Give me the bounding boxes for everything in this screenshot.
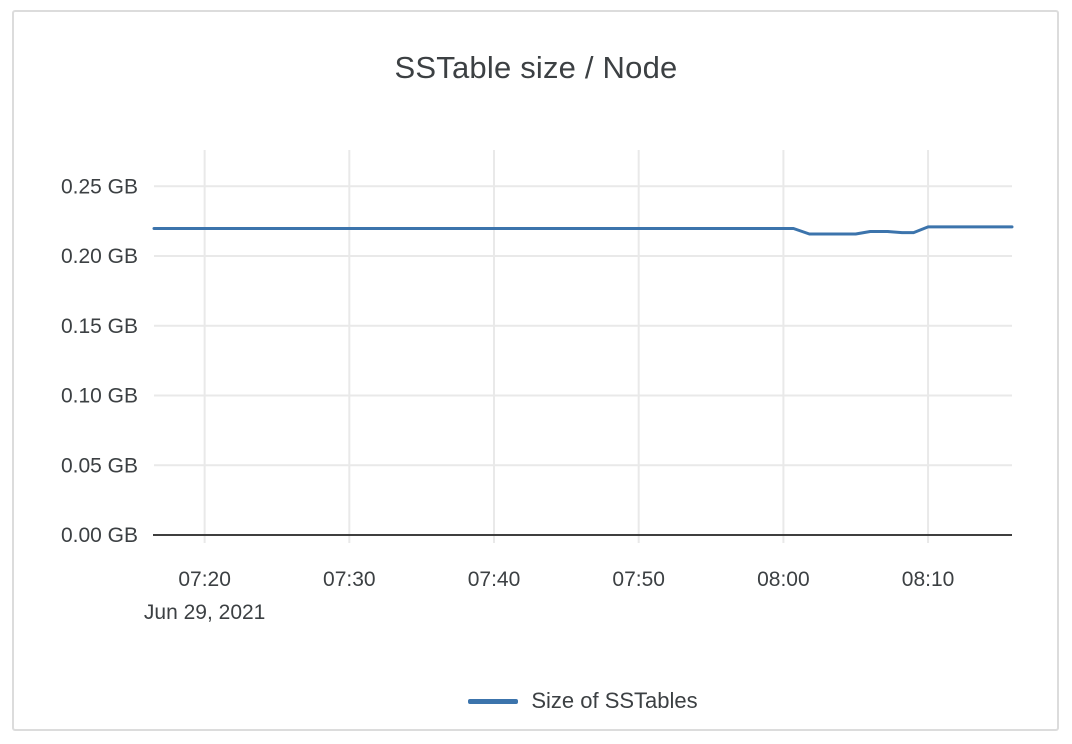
x-tick-label: 08:00 bbox=[757, 568, 810, 591]
y-tick-label: 0.15 GB bbox=[61, 315, 138, 338]
legend-item-size-of-sstables[interactable]: Size of SSTables bbox=[468, 688, 698, 714]
legend-line-swatch bbox=[468, 698, 519, 704]
y-tick-label: 0.05 GB bbox=[61, 454, 138, 477]
legend-label: Size of SSTables bbox=[531, 688, 698, 713]
x-tick-label: 07:50 bbox=[612, 568, 665, 591]
y-tick-label: 0.20 GB bbox=[61, 245, 138, 268]
x-tick-label: 07:20 bbox=[178, 568, 231, 591]
y-tick-label: 0.25 GB bbox=[61, 175, 138, 198]
series-line-size-of-sstables bbox=[152, 225, 1014, 236]
x-tick-label: 08:10 bbox=[902, 568, 955, 591]
y-tick-label: 0.10 GB bbox=[61, 385, 138, 408]
chart-title: SSTable size / Node bbox=[394, 50, 678, 85]
y-tick-label: 0.00 GB bbox=[61, 524, 138, 547]
chart-card bbox=[12, 10, 1059, 731]
x-tick-label: 07:40 bbox=[468, 568, 521, 591]
legend: Size of SSTables bbox=[154, 688, 1012, 714]
x-axis-date-label: Jun 29, 2021 bbox=[144, 601, 265, 624]
x-tick-label: 07:30 bbox=[323, 568, 376, 591]
